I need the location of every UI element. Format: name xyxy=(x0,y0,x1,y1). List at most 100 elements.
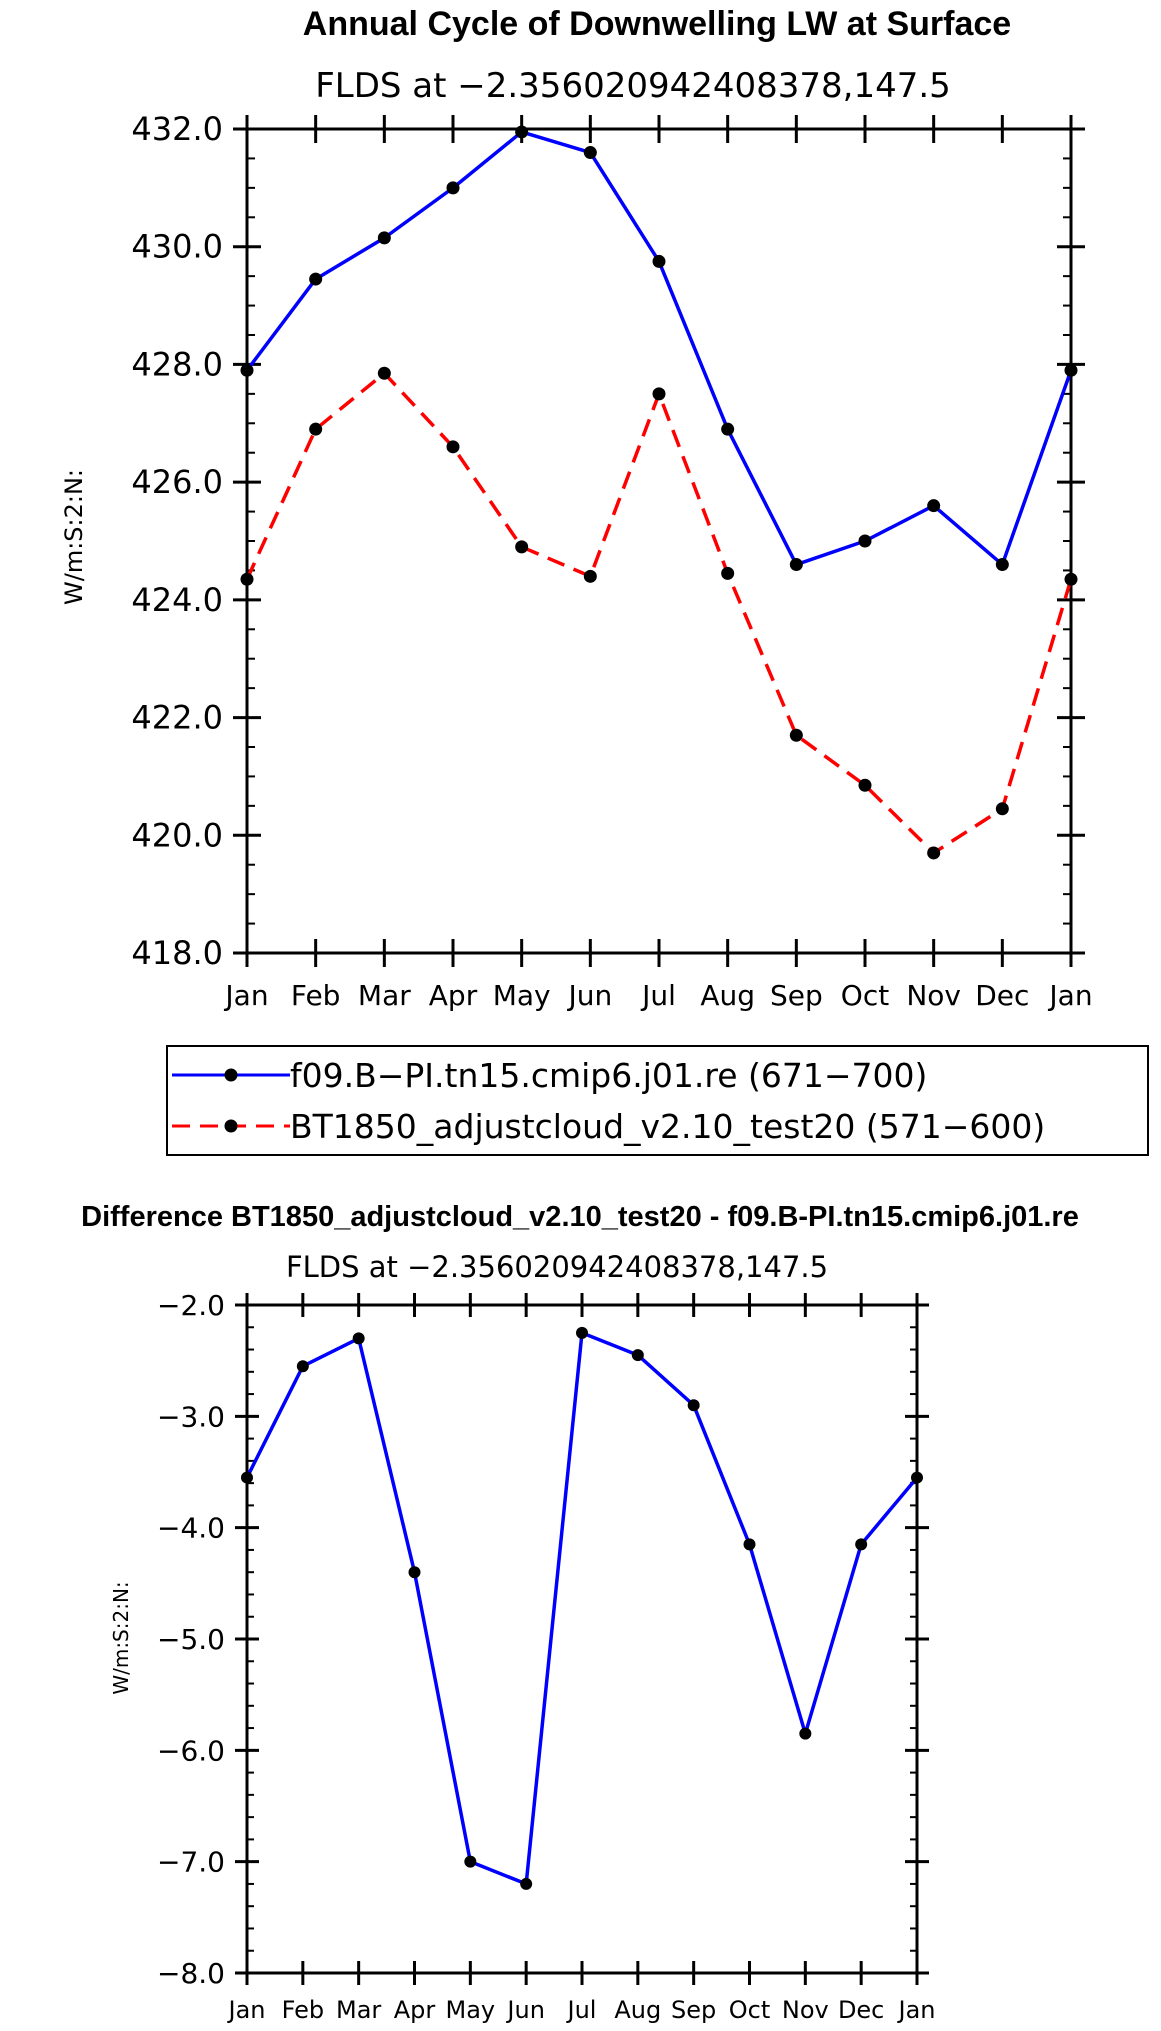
x-tick-label: Feb xyxy=(291,979,341,1012)
series-1-point xyxy=(583,146,597,160)
y-tick-label: 422.0 xyxy=(131,699,223,737)
x-tick-label: Oct xyxy=(841,979,889,1012)
chart-2-y-axis-label: W/m:S:2:N: xyxy=(109,1581,133,1694)
x-tick-label: Mar xyxy=(358,979,411,1012)
series-2-point xyxy=(789,728,803,742)
chart-2-plot-frame xyxy=(245,1303,919,1975)
series-2-point xyxy=(995,802,1009,816)
x-tick-label: Nov xyxy=(782,1996,829,2024)
series-1-point xyxy=(799,1727,812,1740)
series-1-point xyxy=(631,1349,644,1362)
x-tick-label: Aug xyxy=(700,979,755,1012)
series-1-point xyxy=(352,1332,365,1345)
x-tick-label: Jan xyxy=(1047,979,1092,1012)
x-tick-label: Feb xyxy=(282,1996,325,2024)
chart-1: Annual Cycle of Downwelling LW at Surfac… xyxy=(60,5,1149,1156)
series-2-point xyxy=(927,846,941,860)
series-2-point xyxy=(1064,572,1078,586)
series-1-point xyxy=(911,1471,923,1484)
x-tick-label: Apr xyxy=(429,979,478,1012)
series-2-point xyxy=(377,366,391,380)
x-tick-label: Jun xyxy=(505,1996,545,2024)
x-tick-label: Jan xyxy=(897,1996,936,2024)
series-1-point xyxy=(652,254,666,268)
series-1-point xyxy=(515,125,529,139)
series-1-point xyxy=(520,1877,533,1890)
y-tick-label: −2.0 xyxy=(157,1289,225,1322)
series-1-point xyxy=(241,1471,253,1484)
chart-1-legend: f09.B−PI.tn15.cmip6.j01.re (671−700) BT1… xyxy=(166,1045,1149,1156)
y-tick-label: −8.0 xyxy=(157,1957,225,1990)
series-1-point xyxy=(721,422,735,436)
x-tick-label: Jun xyxy=(566,979,612,1012)
chart-2-subtitle: FLDS at −2.356020942408378,147.5 xyxy=(286,1250,828,1284)
x-tick-label: Aug xyxy=(614,1996,661,2024)
x-tick-label: Jan xyxy=(223,979,268,1012)
chart-1-plot-frame xyxy=(245,127,1073,955)
y-tick-label: 418.0 xyxy=(131,934,223,972)
x-tick-label: Nov xyxy=(906,979,961,1012)
series-1-point xyxy=(995,558,1009,572)
series-2-point xyxy=(721,566,735,580)
chart-2: Difference BT1850_adjustcloud_v2.10_test… xyxy=(81,1201,1079,2024)
y-tick-label: −3.0 xyxy=(157,1400,225,1433)
x-tick-label: Apr xyxy=(394,1996,436,2024)
series-2-point xyxy=(446,440,460,454)
series-1-point xyxy=(858,534,872,548)
series-1-point xyxy=(789,558,803,572)
series-2-point xyxy=(240,572,254,586)
series-1-point xyxy=(377,231,391,245)
y-tick-label: −6.0 xyxy=(157,1734,225,1767)
y-tick-label: 430.0 xyxy=(131,228,223,266)
series-1-point xyxy=(1064,363,1078,377)
legend-label-series-2: BT1850_adjustcloud_v2.10_test20 (571−600… xyxy=(290,1107,1045,1146)
x-tick-label: May xyxy=(493,979,551,1012)
x-tick-label: Oct xyxy=(729,1996,771,2024)
series-2-point xyxy=(583,569,597,583)
series-1-point xyxy=(240,363,254,377)
legend-marker-series-2 xyxy=(224,1119,238,1133)
x-tick-label: Dec xyxy=(975,979,1029,1012)
y-tick-label: −7.0 xyxy=(157,1846,225,1879)
series-1-point xyxy=(464,1855,477,1868)
chart-1-title: Annual Cycle of Downwelling LW at Surfac… xyxy=(303,5,1011,43)
chart-2-axes: −8.0 −7.0 −6.0 −5.0 −4.0 −3.0 −2.0 Jan Feb Mar Apr… xyxy=(157,1289,936,2024)
series-2-point xyxy=(858,778,872,792)
y-tick-label: 424.0 xyxy=(131,581,223,619)
series-1-point xyxy=(408,1566,421,1579)
series-2-point xyxy=(309,422,323,436)
series-line-2 xyxy=(245,371,1073,855)
y-tick-label: 420.0 xyxy=(131,816,223,854)
series-1-point xyxy=(576,1326,588,1339)
x-tick-label: Dec xyxy=(838,1996,884,2024)
series-line-1 xyxy=(245,1331,919,1886)
legend-marker-series-1 xyxy=(224,1068,238,1082)
chart-1-y-axis-label: W/m:S:2:N: xyxy=(60,469,88,605)
series-1-point xyxy=(687,1399,700,1412)
x-tick-label: Jul xyxy=(640,979,676,1012)
legend-box xyxy=(166,1045,1149,1156)
chart-2-series xyxy=(241,1326,923,1890)
chart-1-subtitle: FLDS at −2.356020942408378,147.5 xyxy=(315,66,951,106)
series-1-point xyxy=(855,1538,868,1551)
series-1-point xyxy=(446,181,460,195)
y-tick-label: 426.0 xyxy=(131,463,223,501)
y-tick-label: 428.0 xyxy=(131,345,223,383)
y-tick-label: 432.0 xyxy=(131,110,223,148)
chart-2-title: Difference BT1850_adjustcloud_v2.10_test… xyxy=(81,1201,1079,1233)
x-tick-label: Jan xyxy=(227,1996,266,2024)
chart-1-axes: 418.0 420.0 422.0 424.0 426.0 428.0 430.0 432.0… xyxy=(131,110,1092,1012)
series-line-1 xyxy=(245,130,1073,567)
series-1-point xyxy=(743,1538,756,1551)
series-1-point xyxy=(296,1360,309,1373)
series-1-point xyxy=(927,499,941,513)
chart-1-series xyxy=(240,125,1078,860)
x-tick-label: Mar xyxy=(336,1996,381,2024)
series-1-point xyxy=(309,272,323,286)
x-tick-label: Jul xyxy=(566,1996,597,2024)
series-2-point xyxy=(652,387,666,401)
y-tick-label: −5.0 xyxy=(157,1623,225,1656)
x-tick-label: Sep xyxy=(671,1996,716,2024)
legend-label-series-1: f09.B−PI.tn15.cmip6.j01.re (671−700) xyxy=(290,1056,927,1095)
